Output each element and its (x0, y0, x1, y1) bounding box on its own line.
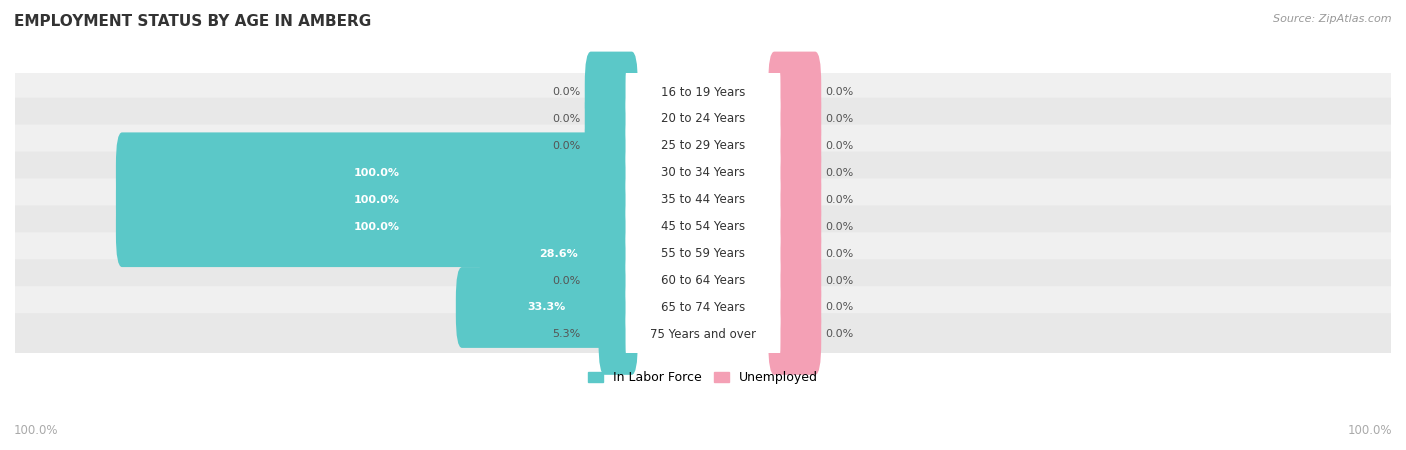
FancyBboxPatch shape (626, 240, 780, 321)
FancyBboxPatch shape (14, 232, 1392, 275)
FancyBboxPatch shape (115, 132, 638, 213)
Text: 45 to 54 Years: 45 to 54 Years (661, 220, 745, 233)
Text: 100.0%: 100.0% (354, 222, 399, 232)
FancyBboxPatch shape (768, 132, 821, 213)
Text: 0.0%: 0.0% (825, 168, 853, 178)
Text: 35 to 44 Years: 35 to 44 Years (661, 193, 745, 206)
Text: 0.0%: 0.0% (553, 114, 581, 124)
FancyBboxPatch shape (599, 294, 638, 375)
FancyBboxPatch shape (14, 152, 1392, 194)
Legend: In Labor Force, Unemployed: In Labor Force, Unemployed (583, 366, 823, 389)
FancyBboxPatch shape (626, 294, 780, 375)
FancyBboxPatch shape (626, 52, 780, 132)
Text: 0.0%: 0.0% (825, 222, 853, 232)
Text: 100.0%: 100.0% (14, 423, 59, 436)
FancyBboxPatch shape (14, 179, 1392, 221)
FancyBboxPatch shape (115, 186, 638, 267)
FancyBboxPatch shape (14, 286, 1392, 329)
Text: 0.0%: 0.0% (825, 302, 853, 312)
FancyBboxPatch shape (14, 125, 1392, 167)
FancyBboxPatch shape (14, 259, 1392, 302)
FancyBboxPatch shape (14, 205, 1392, 248)
Text: 0.0%: 0.0% (553, 275, 581, 286)
FancyBboxPatch shape (585, 79, 638, 159)
Text: 55 to 59 Years: 55 to 59 Years (661, 247, 745, 260)
Text: 0.0%: 0.0% (825, 141, 853, 151)
Text: 5.3%: 5.3% (553, 329, 581, 339)
Text: 0.0%: 0.0% (825, 329, 853, 339)
FancyBboxPatch shape (768, 294, 821, 375)
FancyBboxPatch shape (626, 186, 780, 267)
Text: Source: ZipAtlas.com: Source: ZipAtlas.com (1274, 14, 1392, 23)
Text: 0.0%: 0.0% (553, 87, 581, 97)
FancyBboxPatch shape (626, 159, 780, 240)
FancyBboxPatch shape (626, 213, 780, 294)
Text: 0.0%: 0.0% (825, 87, 853, 97)
Text: 33.3%: 33.3% (527, 302, 567, 312)
FancyBboxPatch shape (626, 105, 780, 186)
Text: 65 to 74 Years: 65 to 74 Years (661, 301, 745, 314)
FancyBboxPatch shape (768, 105, 821, 186)
FancyBboxPatch shape (14, 313, 1392, 356)
Text: 100.0%: 100.0% (354, 195, 399, 205)
Text: 28.6%: 28.6% (540, 248, 578, 259)
Text: 0.0%: 0.0% (825, 114, 853, 124)
FancyBboxPatch shape (456, 267, 638, 348)
FancyBboxPatch shape (14, 98, 1392, 140)
Text: 0.0%: 0.0% (825, 275, 853, 286)
FancyBboxPatch shape (626, 132, 780, 213)
FancyBboxPatch shape (768, 267, 821, 348)
FancyBboxPatch shape (585, 52, 638, 132)
FancyBboxPatch shape (626, 79, 780, 159)
Text: 25 to 29 Years: 25 to 29 Years (661, 140, 745, 153)
FancyBboxPatch shape (768, 213, 821, 294)
FancyBboxPatch shape (585, 240, 638, 321)
FancyBboxPatch shape (585, 105, 638, 186)
Text: 20 to 24 Years: 20 to 24 Years (661, 112, 745, 126)
Text: 60 to 64 Years: 60 to 64 Years (661, 274, 745, 287)
Text: 100.0%: 100.0% (354, 168, 399, 178)
FancyBboxPatch shape (768, 52, 821, 132)
FancyBboxPatch shape (14, 71, 1392, 113)
FancyBboxPatch shape (479, 213, 638, 294)
Text: 100.0%: 100.0% (1347, 423, 1392, 436)
Text: 75 Years and over: 75 Years and over (650, 328, 756, 341)
FancyBboxPatch shape (768, 240, 821, 321)
FancyBboxPatch shape (768, 159, 821, 240)
FancyBboxPatch shape (626, 267, 780, 348)
FancyBboxPatch shape (768, 186, 821, 267)
FancyBboxPatch shape (768, 79, 821, 159)
Text: 0.0%: 0.0% (553, 141, 581, 151)
Text: 0.0%: 0.0% (825, 195, 853, 205)
Text: 30 to 34 Years: 30 to 34 Years (661, 166, 745, 179)
FancyBboxPatch shape (115, 159, 638, 240)
Text: 0.0%: 0.0% (825, 248, 853, 259)
Text: EMPLOYMENT STATUS BY AGE IN AMBERG: EMPLOYMENT STATUS BY AGE IN AMBERG (14, 14, 371, 28)
Text: 16 to 19 Years: 16 to 19 Years (661, 86, 745, 99)
